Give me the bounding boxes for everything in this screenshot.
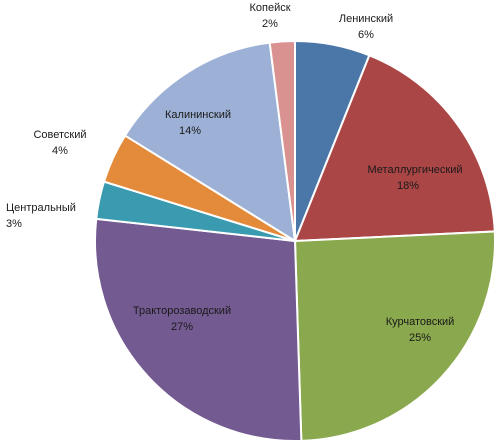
pie-label-name-8: Копейск [249,2,290,14]
pie-label-value-8: 2% [262,18,278,30]
pie-slice-7 [123,41,297,243]
pie-slice-4 [93,217,303,442]
pie-label-value-5: 3% [6,218,22,230]
pie-label-name-7: Калининский [165,109,231,121]
pie-label-value-2: 18% [397,180,419,192]
pie-slice-2 [293,54,496,243]
pie-label-name-1: Ленинский [339,13,393,25]
pie-label-name-6: Советский [33,129,86,141]
pie-label-name-2: Металлургический [367,164,462,176]
pie-label-value-7: 14% [179,125,201,137]
pie-label-name-3: Курчатовский [386,316,455,328]
pie-label-value-6: 4% [52,145,68,157]
pie-label-name-5: Центральный [6,202,76,214]
pie-label-value-4: 27% [171,321,193,333]
pie-label-value-1: 6% [358,29,374,41]
pie-label-value-3: 25% [409,332,431,344]
pie-slice-8 [268,39,296,242]
pie-label-name-4: Тракторозаводский [133,305,231,317]
pie-slice-3 [293,230,496,442]
